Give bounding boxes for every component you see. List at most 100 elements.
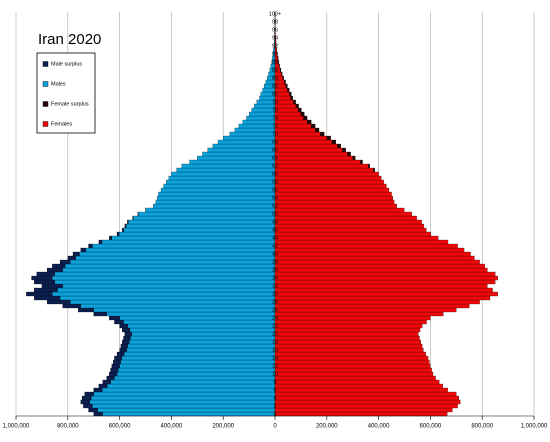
x-tick-label: 800,000 [57, 424, 79, 430]
bar [274, 335, 420, 341]
age-label: 92 [272, 43, 278, 49]
age-label: 14 [272, 355, 278, 361]
bar [114, 355, 123, 361]
bar [67, 255, 76, 261]
bar [274, 207, 405, 213]
bar [78, 307, 94, 313]
bar [124, 331, 132, 337]
bar [352, 155, 356, 161]
bar [168, 175, 276, 181]
bar [101, 239, 276, 245]
age-label: 62 [272, 163, 278, 169]
age-label: 50 [272, 211, 278, 217]
bar [125, 223, 276, 229]
bar [274, 239, 449, 245]
bar [274, 171, 379, 177]
bar [293, 99, 296, 105]
legend-label: Female surplus [51, 101, 89, 107]
bar [54, 279, 276, 285]
bar [274, 395, 460, 401]
bar [274, 251, 471, 257]
age-labels: 0246810121416182022242628303234363840424… [269, 11, 281, 417]
bar [274, 403, 458, 409]
bar [109, 315, 120, 321]
age-label: 28 [272, 299, 278, 305]
bar [93, 307, 276, 313]
bar [102, 379, 111, 385]
legend-label: Male surplus [51, 61, 82, 67]
bar [360, 159, 363, 165]
bar [284, 79, 286, 85]
bar [207, 147, 276, 153]
age-label: 98 [272, 19, 278, 25]
bar [62, 267, 276, 273]
age-label: 34 [272, 275, 278, 281]
bar [52, 275, 276, 281]
bar [119, 323, 129, 329]
bar [98, 239, 103, 245]
age-label: 96 [272, 27, 278, 33]
bar [123, 319, 276, 325]
bar [274, 375, 436, 381]
age-label: 82 [272, 83, 278, 89]
bar [116, 371, 276, 377]
bar [274, 351, 426, 357]
legend-swatch [42, 121, 49, 127]
bar [246, 115, 276, 121]
bar [59, 295, 276, 301]
bar [46, 267, 63, 273]
bar [274, 235, 439, 241]
bar [111, 363, 120, 369]
bar [26, 291, 53, 297]
bar [274, 407, 453, 413]
bar [153, 203, 276, 209]
age-label: 66 [272, 147, 278, 153]
bar [133, 215, 276, 221]
age-label: 74 [272, 115, 278, 121]
bar [80, 303, 276, 309]
age-label: 40 [272, 251, 278, 257]
bar [129, 339, 276, 345]
bar [122, 327, 131, 333]
bar [274, 383, 443, 389]
bar [278, 59, 280, 65]
bar [157, 195, 276, 201]
bar [311, 123, 316, 129]
bar [274, 131, 321, 137]
age-label: 56 [272, 187, 278, 193]
bar [287, 87, 290, 93]
bar [274, 271, 496, 277]
age-label: 20 [272, 331, 278, 337]
bar [120, 343, 129, 349]
bar [65, 263, 276, 269]
age-label: 30 [272, 291, 278, 297]
bar [46, 299, 71, 305]
age-label: 80 [272, 91, 278, 97]
bar [274, 327, 421, 333]
bar [274, 139, 333, 145]
bar [119, 315, 276, 321]
bar [122, 339, 130, 345]
chart-title: Iran 2020 [38, 31, 101, 48]
bar [274, 111, 302, 117]
bar [274, 247, 465, 253]
bar [111, 235, 276, 241]
bar [274, 203, 397, 209]
bar [137, 211, 139, 217]
bar [274, 211, 412, 217]
bar [307, 119, 312, 125]
bar [274, 355, 429, 361]
bar [89, 399, 276, 405]
bar [171, 171, 276, 177]
age-label: 38 [272, 259, 278, 265]
age-label: 78 [272, 99, 278, 105]
x-tick-label: 400,000 [368, 424, 390, 430]
legend-label: Males [51, 81, 66, 87]
bar [70, 259, 276, 265]
bar [342, 147, 346, 153]
bar [81, 395, 92, 401]
bar [197, 155, 276, 161]
bar [274, 115, 304, 121]
bar [217, 139, 276, 145]
x-tick-label: 200,000 [212, 424, 234, 430]
